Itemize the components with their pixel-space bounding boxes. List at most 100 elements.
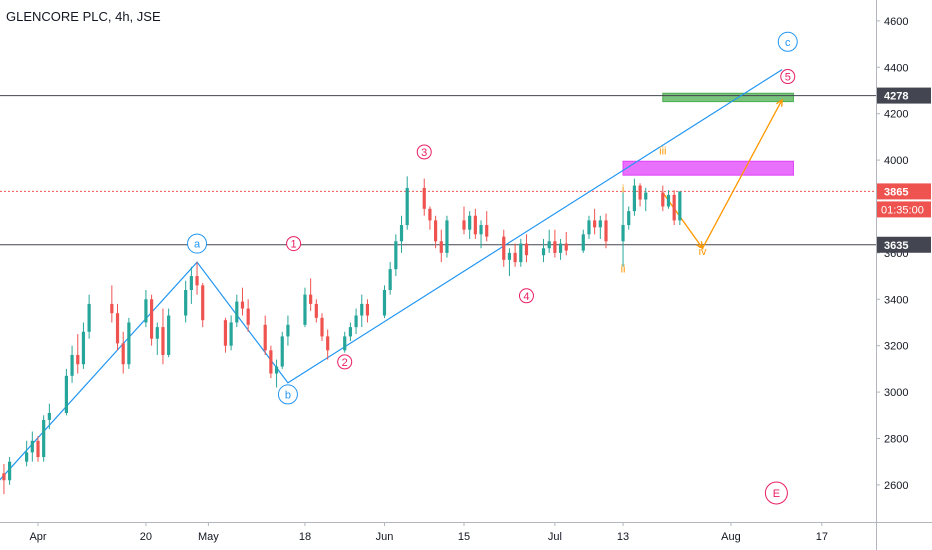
- wave-i-label: i: [622, 184, 624, 196]
- candle-body: [365, 303, 370, 316]
- candle-body: [36, 440, 40, 458]
- candle-body: [127, 322, 131, 365]
- candle-body: [434, 220, 438, 242]
- candle-body: [388, 269, 392, 290]
- candle-body: [360, 303, 364, 316]
- x-tick-label: May: [198, 531, 219, 543]
- resistance-badge-bg: [877, 87, 931, 104]
- candle-body: [303, 294, 307, 325]
- candle-body: [42, 419, 46, 458]
- candle-body: [269, 350, 273, 374]
- projection-arrow-down: [696, 241, 704, 250]
- candle-body: [81, 331, 86, 365]
- x-tick-label: 20: [140, 531, 152, 543]
- candle-body: [473, 215, 477, 235]
- candle-body: [229, 322, 233, 346]
- price-badges-layer: 4278 3865 01:35:00 3635: [877, 87, 931, 253]
- wave-1-circle: [286, 236, 302, 252]
- wave-c-circle: [777, 31, 798, 52]
- candle-body: [25, 452, 29, 462]
- candle-body: [70, 354, 74, 376]
- y-tick-label: 4200: [884, 109, 908, 121]
- trendline-abc-path: [0, 69, 783, 481]
- candle-body: [235, 301, 239, 323]
- candle-body: [263, 324, 267, 351]
- levels-layer: [0, 95, 876, 246]
- candle-body: [189, 276, 193, 290]
- candle-body: [326, 336, 330, 351]
- wave-3-label: 3: [421, 147, 427, 159]
- y-tick-label: 2600: [884, 480, 908, 492]
- candle-body: [274, 366, 279, 374]
- wave-iii-label: iii: [659, 145, 666, 157]
- candle-body: [422, 187, 426, 209]
- resistance-badge-text: 4278: [884, 91, 908, 103]
- candle-body: [155, 327, 159, 339]
- candle-body: [30, 440, 34, 453]
- wave-b-circle: [277, 384, 298, 405]
- candle-body: [479, 225, 483, 235]
- candle-body: [678, 191, 682, 221]
- y-tick-label: 4000: [884, 155, 908, 167]
- candle-body: [161, 327, 165, 355]
- candle-body: [593, 220, 597, 228]
- candle-body: [672, 194, 676, 221]
- x-tick-label: Apr: [29, 531, 46, 543]
- candle-body: [240, 301, 245, 309]
- candle-body: [115, 313, 120, 344]
- candle-body: [644, 192, 648, 200]
- last-price-badge-bg: [877, 183, 931, 200]
- x-tick-label: 13: [617, 531, 629, 543]
- countdown-badge-text: 01:35:00: [881, 204, 924, 216]
- candle-body: [524, 243, 529, 256]
- candle-body: [309, 294, 313, 304]
- candle-body: [502, 236, 506, 260]
- candle-body: [558, 243, 563, 253]
- x-tick-label: 17: [816, 531, 828, 543]
- candle-body: [184, 290, 188, 316]
- y-tick-label: 4600: [884, 16, 908, 28]
- candle-body: [195, 276, 199, 286]
- green-zone: [662, 92, 794, 103]
- wave-b-label: b: [285, 389, 291, 401]
- support-badge-bg: [877, 236, 931, 253]
- x-tick-label: 15: [458, 531, 470, 543]
- x-tick-label: Jun: [376, 531, 394, 543]
- wave-ii-label: ii: [621, 264, 626, 276]
- purple-zone: [622, 160, 794, 176]
- candle-body: [201, 285, 205, 321]
- wave-a-circle: [187, 233, 208, 254]
- countdown-badge-bg: [877, 201, 931, 218]
- candle-body: [405, 187, 409, 226]
- candle-body: [541, 248, 546, 256]
- candle-body: [343, 336, 347, 351]
- candle-body: [167, 315, 171, 355]
- candle-body: [621, 225, 625, 242]
- candle-body: [280, 336, 284, 367]
- wave-E-label: E: [773, 488, 780, 500]
- wave-2-circle: [337, 354, 353, 370]
- candle-body: [445, 220, 449, 253]
- y-tick-label: 4400: [884, 62, 908, 74]
- candle-body: [348, 327, 352, 337]
- candle-body: [439, 241, 443, 253]
- candle-body: [2, 473, 6, 481]
- projection-arrow-up: [776, 98, 783, 107]
- candle-body: [587, 220, 591, 235]
- zones-layer: [622, 92, 794, 176]
- candle-body: [507, 252, 512, 260]
- candle-body: [604, 220, 608, 242]
- support-badge-text: 3635: [884, 240, 908, 252]
- wave-E-circle: [764, 481, 788, 505]
- wave-iv-label: iv: [699, 246, 707, 258]
- candle-body: [638, 185, 642, 200]
- y-tick-label: 2800: [884, 433, 908, 445]
- wave-3-circle: [416, 144, 432, 160]
- candle-body: [394, 241, 398, 270]
- x-tick-label: Aug: [721, 531, 741, 543]
- x-tick-label: Jul: [548, 531, 562, 543]
- candle-body: [519, 243, 523, 263]
- y-tick-label: 3200: [884, 341, 908, 353]
- candle-body: [627, 211, 631, 226]
